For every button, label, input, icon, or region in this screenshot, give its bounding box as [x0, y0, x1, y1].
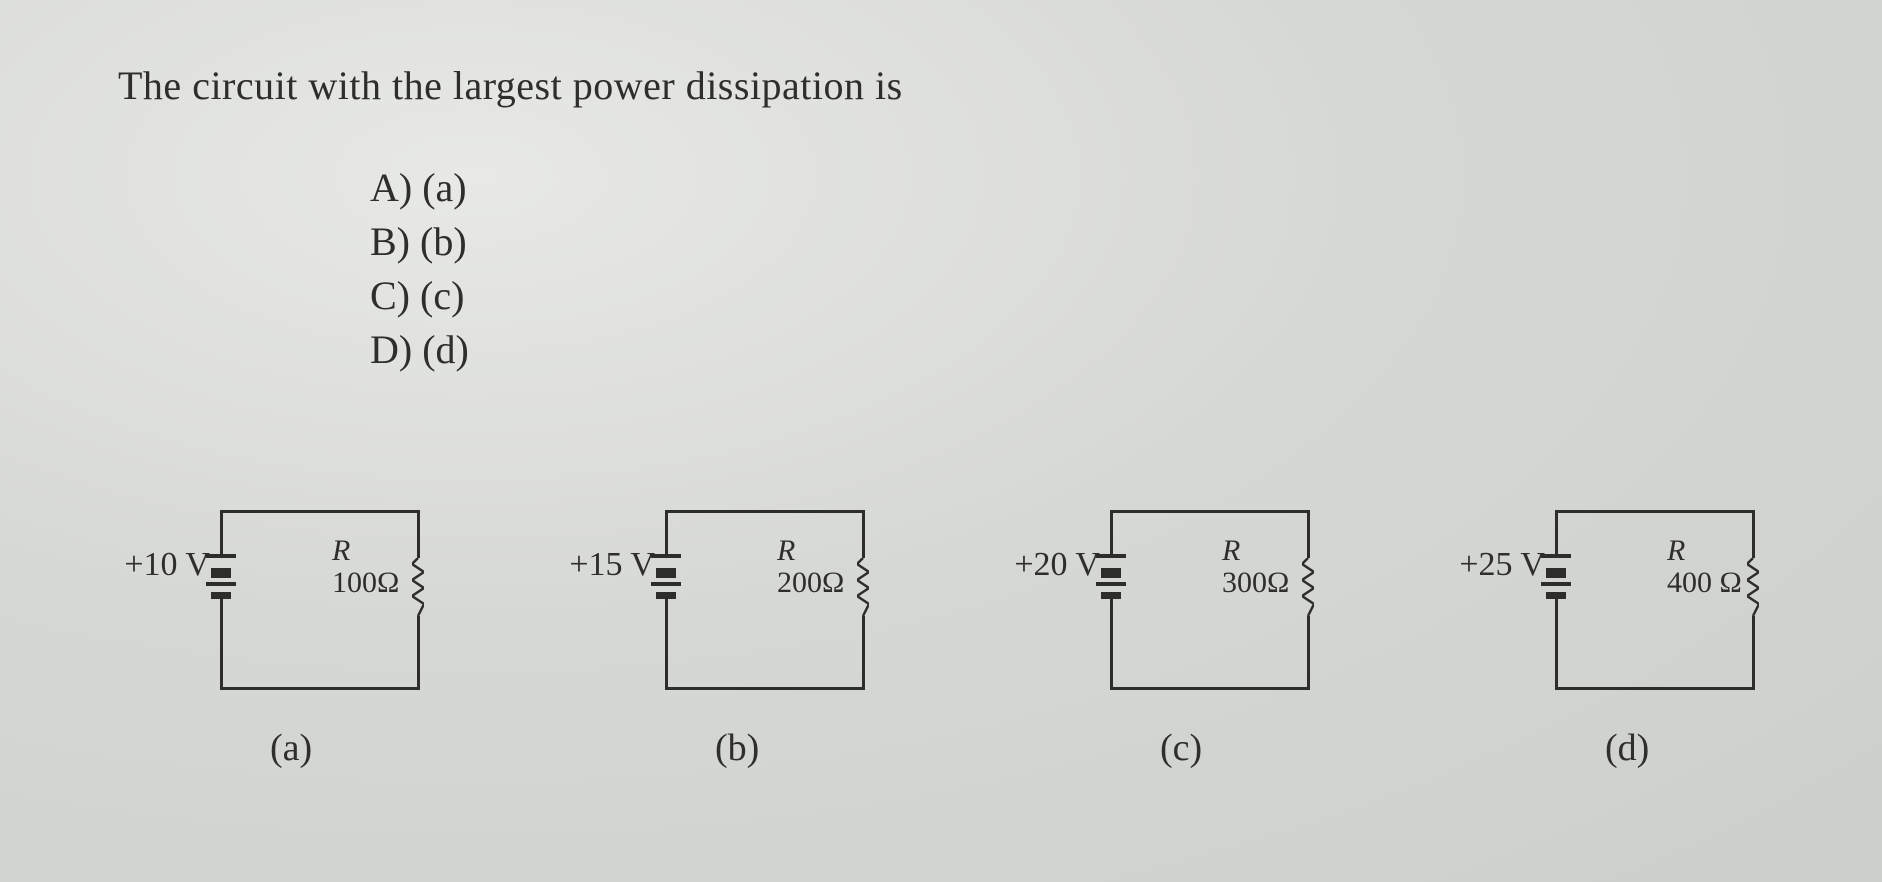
wire-right-top	[1752, 510, 1755, 558]
wire-left-bottom	[1110, 596, 1113, 690]
circuit-d: +25 V R 400 Ω (d)	[1445, 490, 1810, 770]
question-text: The circuit with the largest power dissi…	[118, 62, 1782, 109]
wire-bottom	[1110, 687, 1310, 690]
sub-label-a: (a)	[270, 726, 312, 770]
wire-right-top	[417, 510, 420, 558]
option-d: D) (d)	[370, 323, 1782, 377]
circuit-box-c	[1110, 510, 1310, 690]
wire-right-bottom	[417, 616, 420, 690]
battery-plate-long-1	[1096, 554, 1126, 558]
wire-right-bottom	[1307, 616, 1310, 690]
wire-left-bottom	[220, 596, 223, 690]
wire-left-top	[665, 510, 668, 554]
resistor-symbol-c: R	[1222, 534, 1240, 568]
sub-label-c: (c)	[1160, 726, 1202, 770]
battery-plate-short-1	[1546, 568, 1566, 578]
battery-plate-short-1	[211, 568, 231, 578]
resistor-icon	[857, 558, 869, 616]
resistance-label-b: 200Ω	[777, 566, 844, 600]
resistance-label-d: 400 Ω	[1667, 566, 1742, 600]
battery-plate-short-1	[656, 568, 676, 578]
battery-plate-long-2	[1096, 582, 1126, 586]
battery-plate-long-1	[206, 554, 236, 558]
battery-plate-short-2	[1101, 592, 1121, 599]
voltage-label-a: +10 V	[110, 546, 210, 584]
circuit-b: +15 V R 200Ω (b)	[555, 490, 920, 770]
battery-plate-long-2	[206, 582, 236, 586]
wire-bottom	[665, 687, 865, 690]
wire-top	[1555, 510, 1755, 513]
battery-plate-short-1	[1101, 568, 1121, 578]
battery-plate-long-1	[651, 554, 681, 558]
voltage-label-b: +15 V	[555, 546, 655, 584]
battery-plate-short-2	[1546, 592, 1566, 599]
battery-plate-long-2	[651, 582, 681, 586]
wire-top	[220, 510, 420, 513]
wire-right-bottom	[1752, 616, 1755, 690]
wire-left-top	[1110, 510, 1113, 554]
wire-left-bottom	[665, 596, 668, 690]
wire-right-top	[1307, 510, 1310, 558]
voltage-label-c: +20 V	[1000, 546, 1100, 584]
wire-bottom	[1555, 687, 1755, 690]
resistor-icon	[1302, 558, 1314, 616]
circuit-box-a	[220, 510, 420, 690]
battery-plate-short-2	[656, 592, 676, 599]
wire-top	[665, 510, 865, 513]
resistance-label-a: 100Ω	[332, 566, 399, 600]
resistance-label-c: 300Ω	[1222, 566, 1289, 600]
circuit-box-b	[665, 510, 865, 690]
circuit-a: +10 V R 100Ω (a)	[110, 490, 475, 770]
battery-plate-short-2	[211, 592, 231, 599]
wire-left-bottom	[1555, 596, 1558, 690]
option-a: A) (a)	[370, 161, 1782, 215]
circuits-row: +10 V R 100Ω (a)	[110, 490, 1810, 770]
wire-top	[1110, 510, 1310, 513]
resistor-icon	[412, 558, 424, 616]
wire-right-top	[862, 510, 865, 558]
page: The circuit with the largest power dissi…	[0, 0, 1882, 882]
battery-plate-long-1	[1541, 554, 1571, 558]
wire-left-top	[220, 510, 223, 554]
wire-left-top	[1555, 510, 1558, 554]
sub-label-d: (d)	[1605, 726, 1649, 770]
answer-options: A) (a) B) (b) C) (c) D) (d)	[370, 161, 1782, 377]
resistor-symbol-b: R	[777, 534, 795, 568]
resistor-symbol-d: R	[1667, 534, 1685, 568]
resistor-symbol-a: R	[332, 534, 350, 568]
battery-plate-long-2	[1541, 582, 1571, 586]
wire-bottom	[220, 687, 420, 690]
resistor-icon	[1747, 558, 1759, 616]
option-c: C) (c)	[370, 269, 1782, 323]
circuit-c: +20 V R 300Ω (c)	[1000, 490, 1365, 770]
wire-right-bottom	[862, 616, 865, 690]
option-b: B) (b)	[370, 215, 1782, 269]
voltage-label-d: +25 V	[1445, 546, 1545, 584]
circuit-box-d	[1555, 510, 1755, 690]
sub-label-b: (b)	[715, 726, 759, 770]
